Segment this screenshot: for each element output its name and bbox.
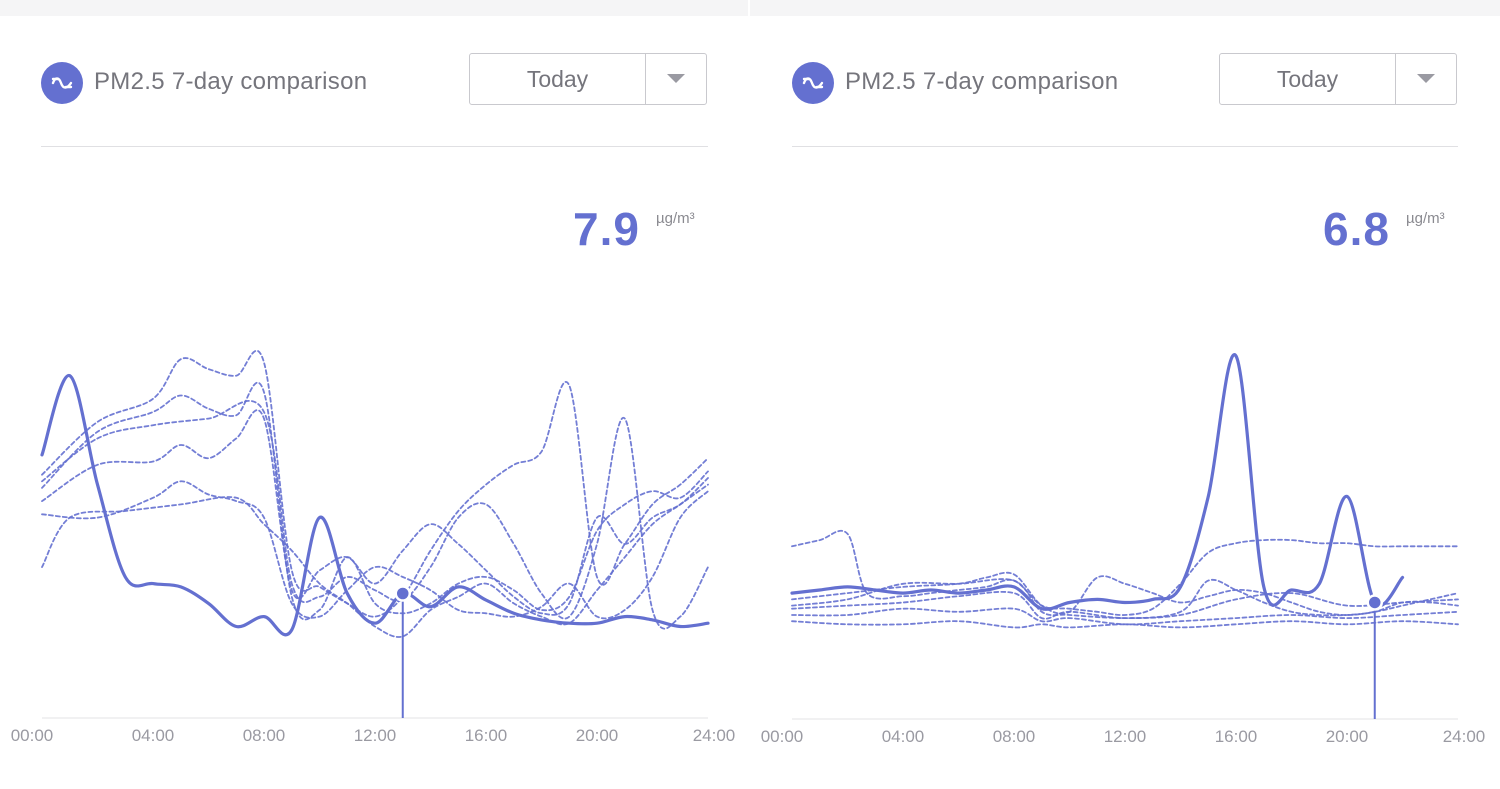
compare-icon xyxy=(792,62,834,104)
value-unit: µg/m³ xyxy=(656,210,695,227)
series-line-day-5 xyxy=(791,607,1459,626)
series-line-day-4 xyxy=(41,409,709,616)
x-tick-label: 12:00 xyxy=(1104,727,1147,746)
pm25-line-chart[interactable]: 00:00 04:00 08:00 12:00 16:00 20:00 24:00 xyxy=(0,16,750,789)
pm25-card-right: PM2.5 7-day comparison Today 6.8 µg/m³ 0… xyxy=(750,16,1500,789)
dropdown-separator xyxy=(1395,54,1396,104)
top-strip-left xyxy=(0,0,748,17)
dropdown-separator xyxy=(645,54,646,104)
x-tick-label: 24:00 xyxy=(1443,727,1486,746)
period-dropdown-value: Today xyxy=(526,66,589,92)
top-strip-right xyxy=(750,0,1500,17)
cursor-marker[interactable] xyxy=(394,585,411,602)
series-line-today xyxy=(790,353,1405,611)
x-tick-label: 16:00 xyxy=(465,726,508,745)
pm25-line-chart[interactable]: 00:00 04:00 08:00 12:00 16:00 20:00 24:00 xyxy=(750,16,1500,789)
x-tick-label: 08:00 xyxy=(243,726,286,745)
x-tick-label: 12:00 xyxy=(354,726,397,745)
x-tick-label: 04:00 xyxy=(882,727,925,746)
x-tick-label: 08:00 xyxy=(993,727,1036,746)
series-line-day-2 xyxy=(41,399,709,630)
caret-down-icon[interactable] xyxy=(646,54,706,104)
current-value: 6.8 xyxy=(1323,203,1390,255)
value-unit: µg/m³ xyxy=(1406,210,1445,227)
period-dropdown-value: Today xyxy=(1276,66,1339,92)
series-line-day-6 xyxy=(791,620,1459,629)
compare-icon xyxy=(41,62,83,104)
series-line-day-5 xyxy=(41,483,709,638)
current-value: 7.9 xyxy=(573,203,640,255)
series-line-day-3 xyxy=(791,578,1459,619)
x-tick-label: 20:00 xyxy=(1326,727,1369,746)
header-divider xyxy=(792,146,1458,147)
x-tick-label: 24:00 xyxy=(693,726,736,745)
series-line-day-1 xyxy=(791,529,1459,616)
pm25-card-left: PM2.5 7-day comparison Today 7.9 µg/m³ 0… xyxy=(0,16,750,789)
x-tick-label: 16:00 xyxy=(1215,727,1258,746)
card-title: PM2.5 7-day comparison xyxy=(845,68,1119,95)
x-tick-label: 00:00 xyxy=(761,727,804,746)
series-line-today xyxy=(40,374,710,637)
x-tick-label: 04:00 xyxy=(132,726,175,745)
series-line-day-6 xyxy=(41,480,709,620)
x-tick-label: 20:00 xyxy=(576,726,619,745)
series-line-day-1 xyxy=(41,349,709,618)
period-dropdown[interactable]: Today xyxy=(469,53,707,105)
caret-down-icon[interactable] xyxy=(1396,54,1456,104)
cursor-marker[interactable] xyxy=(1366,594,1383,611)
x-tick-label: 00:00 xyxy=(11,726,54,745)
period-dropdown[interactable]: Today xyxy=(1219,53,1457,105)
top-strip xyxy=(0,0,1500,17)
card-title: PM2.5 7-day comparison xyxy=(94,68,368,95)
header-divider xyxy=(41,146,708,147)
